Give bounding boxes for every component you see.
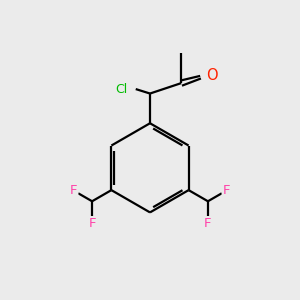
Text: F: F xyxy=(223,184,230,197)
Text: Cl: Cl xyxy=(116,82,128,96)
Text: F: F xyxy=(70,184,77,197)
Text: O: O xyxy=(206,68,218,83)
Text: F: F xyxy=(88,217,96,230)
Text: F: F xyxy=(204,217,212,230)
